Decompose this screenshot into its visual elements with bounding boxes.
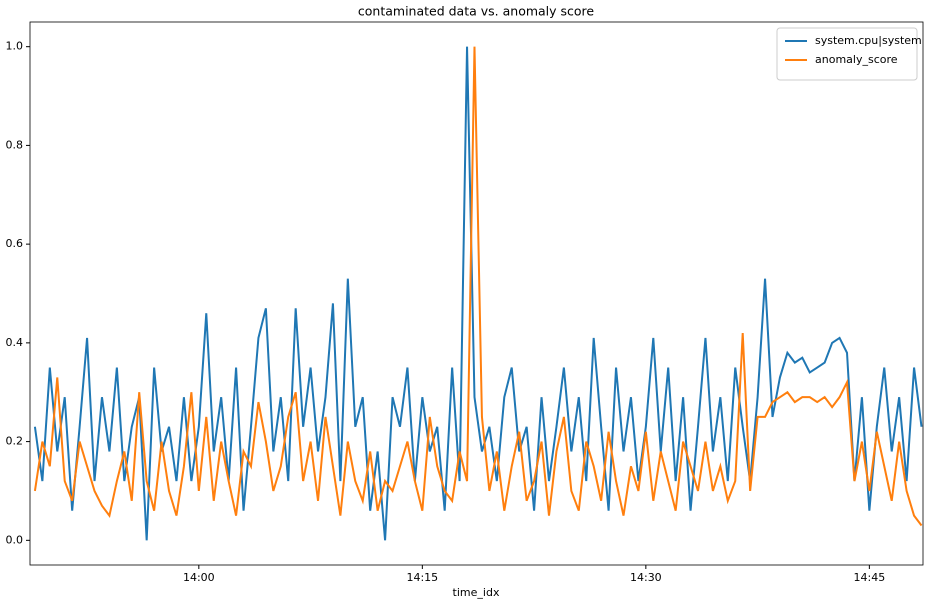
x-tick-label: 14:30 [630, 571, 662, 584]
legend-label: system.cpu|system [815, 34, 922, 47]
x-axis-label: time_idx [453, 586, 500, 599]
y-tick-label: 0.8 [6, 138, 24, 151]
y-tick-label: 0.4 [6, 336, 24, 349]
x-tick-label: 14:15 [406, 571, 438, 584]
y-tick-label: 1.0 [6, 40, 24, 53]
chart-title: contaminated data vs. anomaly score [358, 4, 595, 19]
y-tick-label: 0.2 [6, 435, 24, 448]
series-line [33, 46, 923, 527]
legend-label: anomaly_score [815, 53, 898, 66]
x-tick-label: 14:45 [854, 571, 886, 584]
legend-box [776, 27, 918, 81]
x-tick-label: 14:00 [183, 571, 215, 584]
plot-frame [29, 21, 924, 566]
series-line [33, 46, 923, 541]
y-tick-label: 0.0 [6, 533, 24, 546]
y-tick-label: 0.6 [6, 237, 24, 250]
